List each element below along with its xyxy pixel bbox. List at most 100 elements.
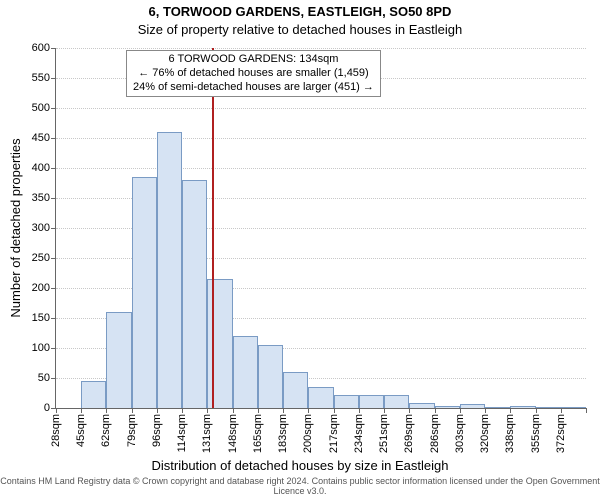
- xtick-label: 200sqm: [302, 414, 314, 453]
- gridline: [56, 108, 586, 109]
- chart-title-address: 6, TORWOOD GARDENS, EASTLEIGH, SO50 8PD: [0, 4, 600, 19]
- histogram-bar: [359, 395, 384, 408]
- gridline: [56, 138, 586, 139]
- xtick-label: 355sqm: [530, 414, 542, 453]
- ytick-label: 100: [32, 342, 50, 354]
- histogram-bar: [106, 312, 131, 408]
- chart-title-subtitle: Size of property relative to detached ho…: [0, 22, 600, 37]
- xtick-mark: [308, 408, 309, 413]
- xtick-label: 320sqm: [479, 414, 491, 453]
- gridline: [56, 48, 586, 49]
- ytick-label: 50: [38, 372, 50, 384]
- xtick-mark: [56, 408, 57, 413]
- ytick-mark: [51, 348, 56, 349]
- ytick-mark: [51, 378, 56, 379]
- histogram-bar: [536, 407, 561, 408]
- xtick-mark: [536, 408, 537, 413]
- ytick-label: 0: [44, 402, 50, 414]
- ytick-label: 300: [32, 222, 50, 234]
- histogram-plot-area: 05010015020025030035040045050055060028sq…: [55, 48, 586, 409]
- xtick-label: 165sqm: [252, 414, 264, 453]
- histogram-bar: [132, 177, 157, 408]
- xtick-mark: [435, 408, 436, 413]
- histogram-bar: [157, 132, 182, 408]
- ytick-mark: [51, 258, 56, 259]
- xtick-label: 286sqm: [429, 414, 441, 453]
- ytick-label: 150: [32, 312, 50, 324]
- ytick-label: 400: [32, 162, 50, 174]
- xtick-mark: [586, 408, 587, 413]
- xtick-mark: [485, 408, 486, 413]
- histogram-bar: [81, 381, 106, 408]
- ytick-label: 250: [32, 252, 50, 264]
- ytick-label: 200: [32, 282, 50, 294]
- annotation-line-2: ← 76% of detached houses are smaller (1,…: [133, 67, 374, 81]
- histogram-bar: [561, 407, 586, 408]
- xtick-label: 131sqm: [201, 414, 213, 453]
- histogram-bar: [182, 180, 207, 408]
- xtick-label: 28sqm: [50, 414, 62, 447]
- xtick-mark: [510, 408, 511, 413]
- ytick-mark: [51, 288, 56, 289]
- histogram-bar: [283, 372, 308, 408]
- xtick-mark: [233, 408, 234, 413]
- xtick-mark: [207, 408, 208, 413]
- histogram-bar: [460, 404, 485, 408]
- xtick-mark: [81, 408, 82, 413]
- ytick-mark: [51, 198, 56, 199]
- histogram-bar: [334, 395, 359, 408]
- ytick-mark: [51, 168, 56, 169]
- ytick-mark: [51, 48, 56, 49]
- histogram-bar: [435, 406, 460, 408]
- ytick-mark: [51, 318, 56, 319]
- ytick-label: 350: [32, 192, 50, 204]
- xtick-label: 114sqm: [176, 414, 188, 452]
- ytick-label: 500: [32, 102, 50, 114]
- xtick-label: 269sqm: [403, 414, 415, 453]
- reference-line: [212, 48, 214, 408]
- xtick-mark: [334, 408, 335, 413]
- ytick-mark: [51, 138, 56, 139]
- ytick-mark: [51, 228, 56, 229]
- xtick-label: 96sqm: [151, 414, 163, 447]
- histogram-bar: [510, 406, 535, 408]
- xtick-mark: [157, 408, 158, 413]
- xtick-mark: [106, 408, 107, 413]
- histogram-bar: [258, 345, 283, 408]
- histogram-bar: [409, 403, 434, 408]
- xtick-label: 148sqm: [227, 414, 239, 453]
- xtick-mark: [460, 408, 461, 413]
- footer-attribution: Contains HM Land Registry data © Crown c…: [0, 476, 600, 496]
- xtick-label: 372sqm: [555, 414, 567, 453]
- ytick-label: 550: [32, 72, 50, 84]
- xtick-mark: [182, 408, 183, 413]
- xtick-label: 45sqm: [75, 414, 87, 447]
- xtick-mark: [132, 408, 133, 413]
- xtick-label: 62sqm: [100, 414, 112, 447]
- annotation-box: 6 TORWOOD GARDENS: 134sqm ← 76% of detac…: [126, 50, 381, 97]
- xtick-label: 217sqm: [328, 414, 340, 453]
- ytick-label: 600: [32, 42, 50, 54]
- xtick-mark: [283, 408, 284, 413]
- xtick-label: 183sqm: [277, 414, 289, 453]
- xtick-mark: [409, 408, 410, 413]
- histogram-bar: [485, 407, 510, 408]
- xtick-label: 338sqm: [504, 414, 516, 453]
- gridline: [56, 168, 586, 169]
- xtick-label: 303sqm: [454, 414, 466, 453]
- xtick-label: 234sqm: [353, 414, 365, 453]
- xtick-mark: [359, 408, 360, 413]
- xtick-label: 79sqm: [126, 414, 138, 447]
- xtick-mark: [384, 408, 385, 413]
- x-axis-label: Distribution of detached houses by size …: [0, 458, 600, 473]
- histogram-bar: [308, 387, 333, 408]
- xtick-label: 251sqm: [378, 414, 390, 453]
- histogram-bar: [233, 336, 258, 408]
- histogram-bar: [384, 395, 409, 408]
- xtick-mark: [561, 408, 562, 413]
- y-axis-label: Number of detached properties: [8, 138, 23, 317]
- annotation-line-3: 24% of semi-detached houses are larger (…: [133, 81, 374, 95]
- ytick-label: 450: [32, 132, 50, 144]
- ytick-mark: [51, 78, 56, 79]
- xtick-mark: [258, 408, 259, 413]
